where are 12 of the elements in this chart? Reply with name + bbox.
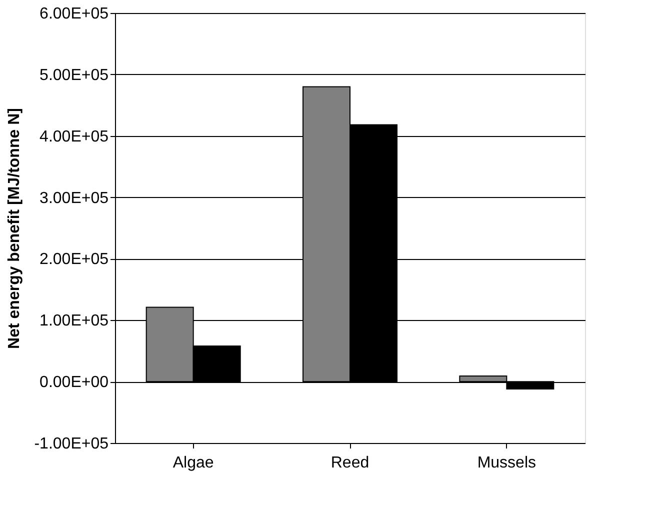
y-tick-label: 3.00E+05 <box>40 190 109 207</box>
y-tick-label: 5.00E+05 <box>40 66 109 84</box>
y-tick-label: 0.00E+00 <box>40 374 109 392</box>
x-tick-label: Algae <box>172 454 214 472</box>
y-tick-label: -1.00E+05 <box>34 436 109 452</box>
y-tick-label: 2.00E+05 <box>40 251 109 268</box>
y-tick-label: 6.00E+05 <box>40 6 109 22</box>
x-tick-label: Mussels <box>477 454 536 472</box>
y-axis-title: Net energy benefit [MJ/tonne N] <box>6 108 24 349</box>
x-tick-label: Reed <box>330 454 370 472</box>
y-tick-label: 4.00E+05 <box>40 128 109 146</box>
y-tick-label: 1.00E+05 <box>40 312 109 330</box>
